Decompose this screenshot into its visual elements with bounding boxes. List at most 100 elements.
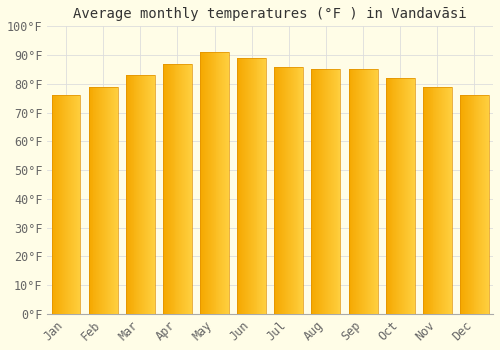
Bar bbox=[202, 52, 203, 314]
Bar bbox=[252, 58, 254, 314]
Bar bbox=[409, 78, 410, 314]
Bar bbox=[322, 69, 323, 314]
Bar bbox=[254, 58, 256, 314]
Bar bbox=[348, 69, 350, 314]
Bar bbox=[320, 69, 321, 314]
Bar bbox=[323, 69, 324, 314]
Bar bbox=[362, 69, 363, 314]
Bar bbox=[154, 75, 155, 314]
Bar bbox=[149, 75, 150, 314]
Bar bbox=[361, 69, 362, 314]
Bar bbox=[394, 78, 396, 314]
Bar bbox=[423, 87, 452, 314]
Bar bbox=[237, 58, 238, 314]
Bar bbox=[112, 87, 113, 314]
Bar bbox=[188, 64, 189, 314]
Bar bbox=[136, 75, 138, 314]
Bar bbox=[363, 69, 364, 314]
Bar bbox=[406, 78, 407, 314]
Bar bbox=[350, 69, 352, 314]
Bar bbox=[408, 78, 409, 314]
Bar bbox=[370, 69, 371, 314]
Bar bbox=[327, 69, 328, 314]
Bar bbox=[210, 52, 212, 314]
Bar bbox=[400, 78, 401, 314]
Bar bbox=[246, 58, 247, 314]
Bar bbox=[354, 69, 356, 314]
Bar bbox=[66, 95, 67, 314]
Bar bbox=[186, 64, 187, 314]
Bar bbox=[63, 95, 64, 314]
Bar bbox=[126, 75, 155, 314]
Bar bbox=[302, 66, 304, 314]
Bar bbox=[78, 95, 80, 314]
Bar bbox=[240, 58, 241, 314]
Bar bbox=[470, 95, 472, 314]
Bar bbox=[284, 66, 285, 314]
Bar bbox=[104, 87, 105, 314]
Bar bbox=[76, 95, 78, 314]
Bar bbox=[110, 87, 111, 314]
Bar bbox=[224, 52, 225, 314]
Bar bbox=[331, 69, 332, 314]
Bar bbox=[244, 58, 245, 314]
Bar bbox=[277, 66, 278, 314]
Bar bbox=[411, 78, 412, 314]
Bar bbox=[247, 58, 248, 314]
Bar bbox=[216, 52, 218, 314]
Bar bbox=[88, 87, 118, 314]
Bar bbox=[281, 66, 282, 314]
Bar bbox=[396, 78, 398, 314]
Bar bbox=[153, 75, 154, 314]
Bar bbox=[178, 64, 180, 314]
Bar bbox=[237, 58, 266, 314]
Bar bbox=[126, 75, 127, 314]
Bar bbox=[359, 69, 360, 314]
Bar bbox=[168, 64, 170, 314]
Bar bbox=[334, 69, 336, 314]
Bar bbox=[212, 52, 214, 314]
Bar bbox=[116, 87, 117, 314]
Bar bbox=[88, 87, 90, 314]
Bar bbox=[184, 64, 185, 314]
Bar bbox=[330, 69, 331, 314]
Bar bbox=[191, 64, 192, 314]
Bar bbox=[176, 64, 178, 314]
Bar bbox=[290, 66, 292, 314]
Bar bbox=[64, 95, 65, 314]
Bar bbox=[287, 66, 288, 314]
Bar bbox=[448, 87, 449, 314]
Bar bbox=[318, 69, 319, 314]
Bar bbox=[249, 58, 250, 314]
Bar bbox=[227, 52, 228, 314]
Bar bbox=[483, 95, 484, 314]
Bar bbox=[206, 52, 207, 314]
Bar bbox=[145, 75, 146, 314]
Bar bbox=[388, 78, 390, 314]
Bar bbox=[365, 69, 366, 314]
Bar bbox=[262, 58, 264, 314]
Bar bbox=[324, 69, 325, 314]
Bar bbox=[225, 52, 226, 314]
Bar bbox=[447, 87, 448, 314]
Bar bbox=[165, 64, 166, 314]
Bar bbox=[440, 87, 441, 314]
Bar bbox=[376, 69, 378, 314]
Bar bbox=[113, 87, 114, 314]
Bar bbox=[369, 69, 370, 314]
Bar bbox=[443, 87, 444, 314]
Bar bbox=[392, 78, 394, 314]
Bar bbox=[413, 78, 414, 314]
Bar bbox=[70, 95, 71, 314]
Bar bbox=[141, 75, 142, 314]
Bar bbox=[103, 87, 104, 314]
Bar bbox=[445, 87, 446, 314]
Bar bbox=[325, 69, 326, 314]
Bar bbox=[67, 95, 68, 314]
Bar bbox=[274, 66, 304, 314]
Bar bbox=[143, 75, 144, 314]
Bar bbox=[203, 52, 204, 314]
Bar bbox=[374, 69, 376, 314]
Bar bbox=[460, 95, 461, 314]
Bar bbox=[226, 52, 227, 314]
